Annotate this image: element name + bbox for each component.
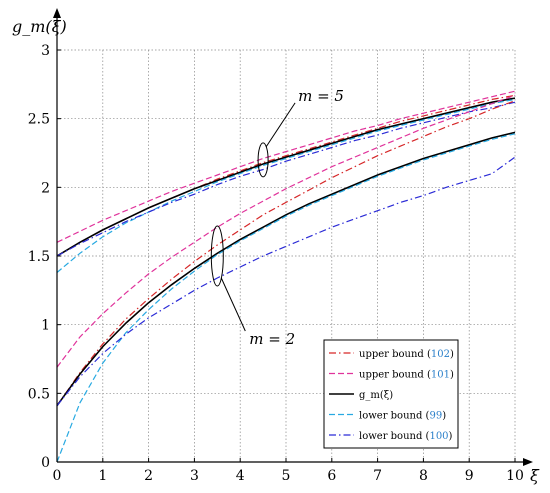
x-tick-label: 5 <box>282 468 291 484</box>
series-line <box>56 156 516 407</box>
x-tick-label: 8 <box>419 468 428 484</box>
y-axis-label: g_m(ξ) <box>12 17 67 36</box>
annotation-ellipse-m5 <box>257 142 269 178</box>
annotation-m2: m = 2 <box>249 330 295 348</box>
series-line <box>56 97 516 257</box>
x-tick-label: 10 <box>506 468 524 484</box>
y-axis-arrow <box>53 8 61 18</box>
legend-ref: 99 <box>429 411 442 422</box>
y-tick-label: 0.5 <box>28 386 50 402</box>
y-tick-label: 1.5 <box>28 249 50 265</box>
x-tick-label: 1 <box>98 468 107 484</box>
legend-label: lower bound (99) <box>359 411 446 422</box>
x-tick-label: 0 <box>53 468 62 484</box>
legend: upper bound (102) upper bound (101) g_m(ξ)… <box>323 339 459 449</box>
annotation-leader-m2 <box>220 277 246 332</box>
x-tick-label: 6 <box>327 468 336 484</box>
y-tick-label: 1 <box>41 318 50 334</box>
series-line <box>56 94 516 257</box>
series-group <box>56 90 516 463</box>
annotation-leader-m5 <box>265 102 296 148</box>
legend-label: g_m(ξ) <box>359 390 393 401</box>
series-line <box>56 98 516 273</box>
legend-label: upper bound (102) <box>359 349 454 360</box>
annotation-m5: m = 5 <box>298 87 344 105</box>
legend-ref: 101 <box>431 370 450 381</box>
legend-label: upper bound (101) <box>359 370 454 381</box>
x-tick-label: 2 <box>144 468 153 484</box>
series-line <box>56 101 516 257</box>
y-tick-label: 3 <box>41 43 50 59</box>
x-axis-arrow <box>523 458 533 466</box>
axes <box>53 8 533 466</box>
y-tick-label: 0 <box>41 455 50 471</box>
annotation-ellipse-m2 <box>210 225 224 287</box>
y-tick-label: 2 <box>41 180 50 196</box>
x-axis-label: ξ <box>530 466 540 485</box>
series-line <box>56 90 516 243</box>
series-line <box>56 94 516 368</box>
legend-ref: 100 <box>429 431 448 442</box>
x-tick-label: 4 <box>236 468 245 484</box>
series-line <box>56 131 516 407</box>
legend-label: lower bound (100) <box>359 431 453 442</box>
x-tick-label: 9 <box>465 468 474 484</box>
x-tick-label: 3 <box>190 468 199 484</box>
y-tick-label: 2.5 <box>28 112 50 128</box>
series-line <box>56 133 516 463</box>
legend-ref: 102 <box>431 349 450 360</box>
annotations: m = 5 m = 2 <box>210 87 344 348</box>
x-tick-label: 7 <box>373 468 382 484</box>
series-line <box>56 100 516 407</box>
